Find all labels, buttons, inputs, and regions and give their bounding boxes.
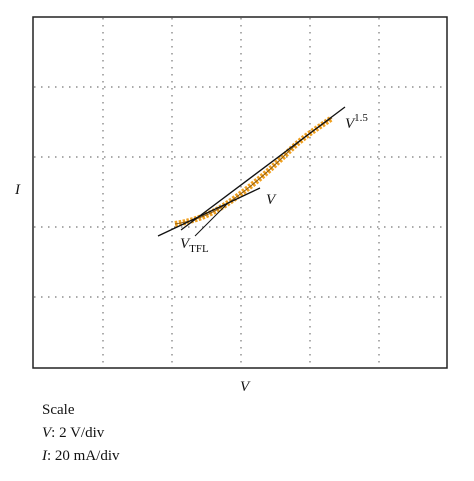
scale-line: V: 2 V/div [42,425,105,441]
scale-symbol: V [42,425,53,441]
scale-line: I: 20 mA/div [41,448,120,464]
threshold-label: VTFL [180,236,209,255]
power-exponent: 1.5 [354,112,368,124]
scale-text: : 2 V/div [51,425,105,441]
linear-label: V [266,192,277,208]
y-axis-label: I [14,182,21,198]
linear-fit [157,187,261,237]
threshold-pointer [194,202,229,237]
threshold-subscript: TFL [189,243,209,255]
power-fit [180,106,346,231]
grid [34,18,446,367]
plot-frame [32,16,448,369]
power-base: V [345,116,356,132]
threshold-base: V [180,236,191,252]
scale-text: : 20 mA/div [47,448,120,464]
scale-symbol: I [41,448,48,464]
scale-title: Scale [42,402,75,418]
power-label: V1.5 [345,112,368,132]
x-axis-label: V [240,379,251,395]
